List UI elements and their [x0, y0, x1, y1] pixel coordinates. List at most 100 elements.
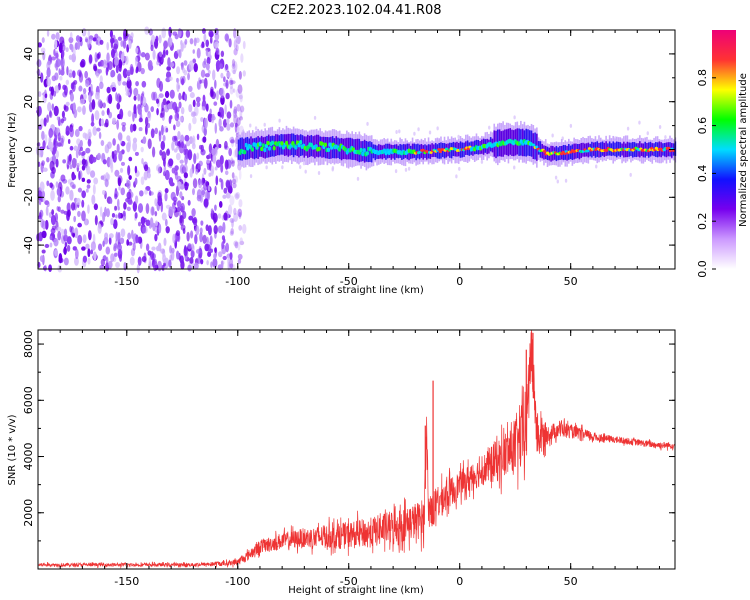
noise-mark — [202, 234, 207, 245]
noise-mark — [63, 234, 69, 242]
noise-mark — [60, 69, 65, 76]
noise-mark — [159, 51, 163, 58]
noise-mark — [110, 253, 115, 263]
figure-title: C2E2.2023.102.04.41.R08 — [270, 3, 441, 18]
noise-mark — [87, 30, 91, 37]
noise-mark — [191, 142, 196, 150]
noise-mark — [57, 230, 62, 241]
noise-mark — [72, 231, 76, 238]
noise-mark — [137, 106, 142, 115]
noise-mark — [57, 132, 61, 142]
ridge-band — [244, 137, 247, 160]
noise-mark — [56, 116, 60, 121]
noise-mark — [196, 47, 201, 59]
noise-mark — [192, 99, 196, 108]
noise-mark — [122, 68, 128, 79]
noise-mark — [206, 190, 211, 201]
noise-mark — [229, 122, 235, 128]
noise-mark — [237, 241, 241, 251]
noise-mark — [74, 158, 77, 164]
noise-mark — [231, 178, 237, 184]
noise-mark — [207, 185, 211, 192]
noise-mark — [122, 210, 126, 217]
noise-mark — [78, 149, 81, 156]
noise-mark — [187, 149, 193, 161]
noise-mark — [127, 232, 132, 240]
noise-mark — [230, 157, 234, 165]
noise-mark — [72, 228, 77, 234]
noise-mark — [174, 112, 180, 122]
noise-mark — [111, 87, 117, 92]
snr-y-tick-label-2: 6000 — [22, 386, 35, 414]
noise-mark — [212, 153, 217, 164]
noise-mark — [221, 241, 225, 250]
noise-mark — [210, 208, 214, 214]
ridge-band — [612, 141, 615, 156]
noise-mark — [188, 85, 193, 93]
noise-mark — [72, 183, 77, 189]
faint-mark — [413, 131, 416, 136]
noise-mark — [41, 190, 46, 199]
noise-mark — [229, 136, 235, 144]
ridge-band — [269, 136, 272, 157]
ridge-band — [271, 135, 274, 157]
snr-frame — [37, 329, 676, 570]
noise-mark — [224, 104, 227, 115]
noise-mark — [203, 33, 207, 42]
faint-mark — [629, 172, 632, 177]
noise-mark — [225, 79, 229, 89]
noise-mark — [51, 209, 55, 216]
noise-mark — [202, 179, 209, 191]
noise-mark — [200, 69, 206, 78]
ridge-band — [450, 142, 453, 159]
noise-mark — [116, 119, 120, 130]
noise-mark — [208, 172, 212, 177]
noise-mark — [46, 201, 50, 208]
noise-mark — [218, 143, 222, 149]
noise-mark — [179, 116, 184, 122]
noise-mark — [214, 122, 218, 134]
noise-mark — [180, 141, 184, 149]
noise-mark — [98, 131, 102, 140]
noise-mark — [118, 150, 123, 162]
ridge-band — [534, 132, 536, 160]
noise-mark — [81, 177, 86, 183]
noise-mark — [195, 249, 201, 254]
noise-mark — [229, 230, 234, 236]
noise-mark — [162, 134, 166, 142]
noise-mark — [207, 251, 212, 257]
noise-mark — [177, 27, 182, 38]
noise-mark — [235, 35, 241, 45]
noise-mark — [207, 225, 212, 236]
noise-mark — [79, 98, 85, 105]
noise-mark — [234, 193, 240, 200]
spectrogram-y-axis-title: Frequency (Hz) — [7, 112, 18, 188]
noise-mark — [233, 39, 238, 50]
faint-mark — [278, 118, 281, 123]
noise-mark — [231, 67, 236, 74]
noise-mark — [231, 58, 236, 67]
noise-mark — [139, 190, 144, 197]
noise-mark — [118, 186, 121, 191]
noise-mark — [81, 210, 86, 222]
spectrogram-x-tick-label-0: -150 — [114, 275, 139, 288]
noise-mark — [81, 150, 86, 156]
ridge-band — [305, 136, 307, 156]
ridge-band — [264, 136, 266, 159]
noise-mark — [215, 47, 220, 55]
noise-mark — [229, 99, 233, 109]
noise-mark — [184, 181, 188, 187]
noise-mark — [88, 230, 92, 241]
noise-mark — [168, 177, 174, 186]
noise-mark — [115, 261, 120, 269]
noise-mark — [214, 27, 219, 36]
noise-mark — [53, 144, 57, 154]
noise-mark — [183, 60, 188, 66]
spectrogram-x-tick-label-2: -50 — [340, 275, 358, 288]
noise-mark — [97, 99, 103, 108]
ridge-band — [243, 138, 245, 160]
noise-mark — [100, 139, 105, 147]
noise-mark — [219, 63, 223, 70]
noise-mark — [114, 205, 118, 211]
noise-mark — [224, 33, 230, 42]
